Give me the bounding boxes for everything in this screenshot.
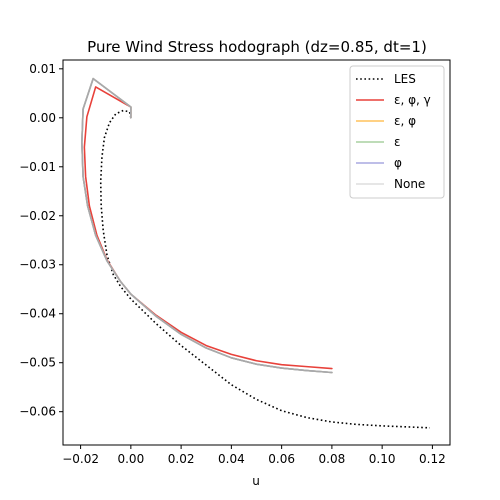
x-tick-label: 0.06 bbox=[268, 452, 295, 466]
y-tick-label: −0.01 bbox=[19, 160, 56, 174]
y-axis-ticks: 0.01 0.00 −0.01 −0.02 −0.03 −0.04 −0.05 −0.06 bbox=[19, 62, 63, 419]
y-tick-label: −0.04 bbox=[19, 307, 56, 321]
x-tick-label: 0.08 bbox=[319, 452, 346, 466]
x-tick-label: 0.04 bbox=[218, 452, 245, 466]
axes-frame bbox=[62, 59, 451, 446]
y-tick-label: −0.05 bbox=[19, 356, 56, 370]
x-axis-ticks: −0.02 0.00 0.02 0.04 0.06 0.08 0.10 0.12 bbox=[62, 445, 446, 466]
y-tick-label: −0.02 bbox=[19, 209, 56, 223]
series-line-model-5 bbox=[81, 77, 333, 374]
y-tick-label: 0.01 bbox=[29, 62, 56, 76]
y-axis-label: v bbox=[0, 248, 3, 255]
legend-label-les: LES bbox=[394, 72, 416, 86]
y-tick-label: 0.00 bbox=[29, 111, 56, 125]
legend-label-series-3: ε bbox=[394, 135, 401, 149]
legend-label-none: None bbox=[394, 177, 425, 191]
chart-title: Pure Wind Stress hodograph (dz=0.85, dt=… bbox=[87, 38, 427, 56]
x-tick-label: 0.00 bbox=[117, 452, 144, 466]
y-tick-label: −0.03 bbox=[19, 258, 56, 272]
y-tick-label: −0.06 bbox=[19, 405, 56, 419]
legend-label-series-2: ε, φ bbox=[394, 114, 416, 128]
legend-label-series-1: ε, φ, γ bbox=[394, 93, 431, 107]
x-tick-label: 0.10 bbox=[369, 452, 396, 466]
legend: LES ε, φ, γ ε, φ εφ None bbox=[349, 65, 445, 199]
x-tick-label: 0.02 bbox=[168, 452, 195, 466]
legend-box bbox=[349, 65, 445, 199]
x-tick-label: −0.02 bbox=[62, 452, 99, 466]
plot-area bbox=[81, 77, 430, 429]
x-tick-label: 0.12 bbox=[419, 452, 446, 466]
x-axis-label: u bbox=[252, 474, 260, 488]
legend-label-series-4: φ bbox=[394, 156, 402, 170]
